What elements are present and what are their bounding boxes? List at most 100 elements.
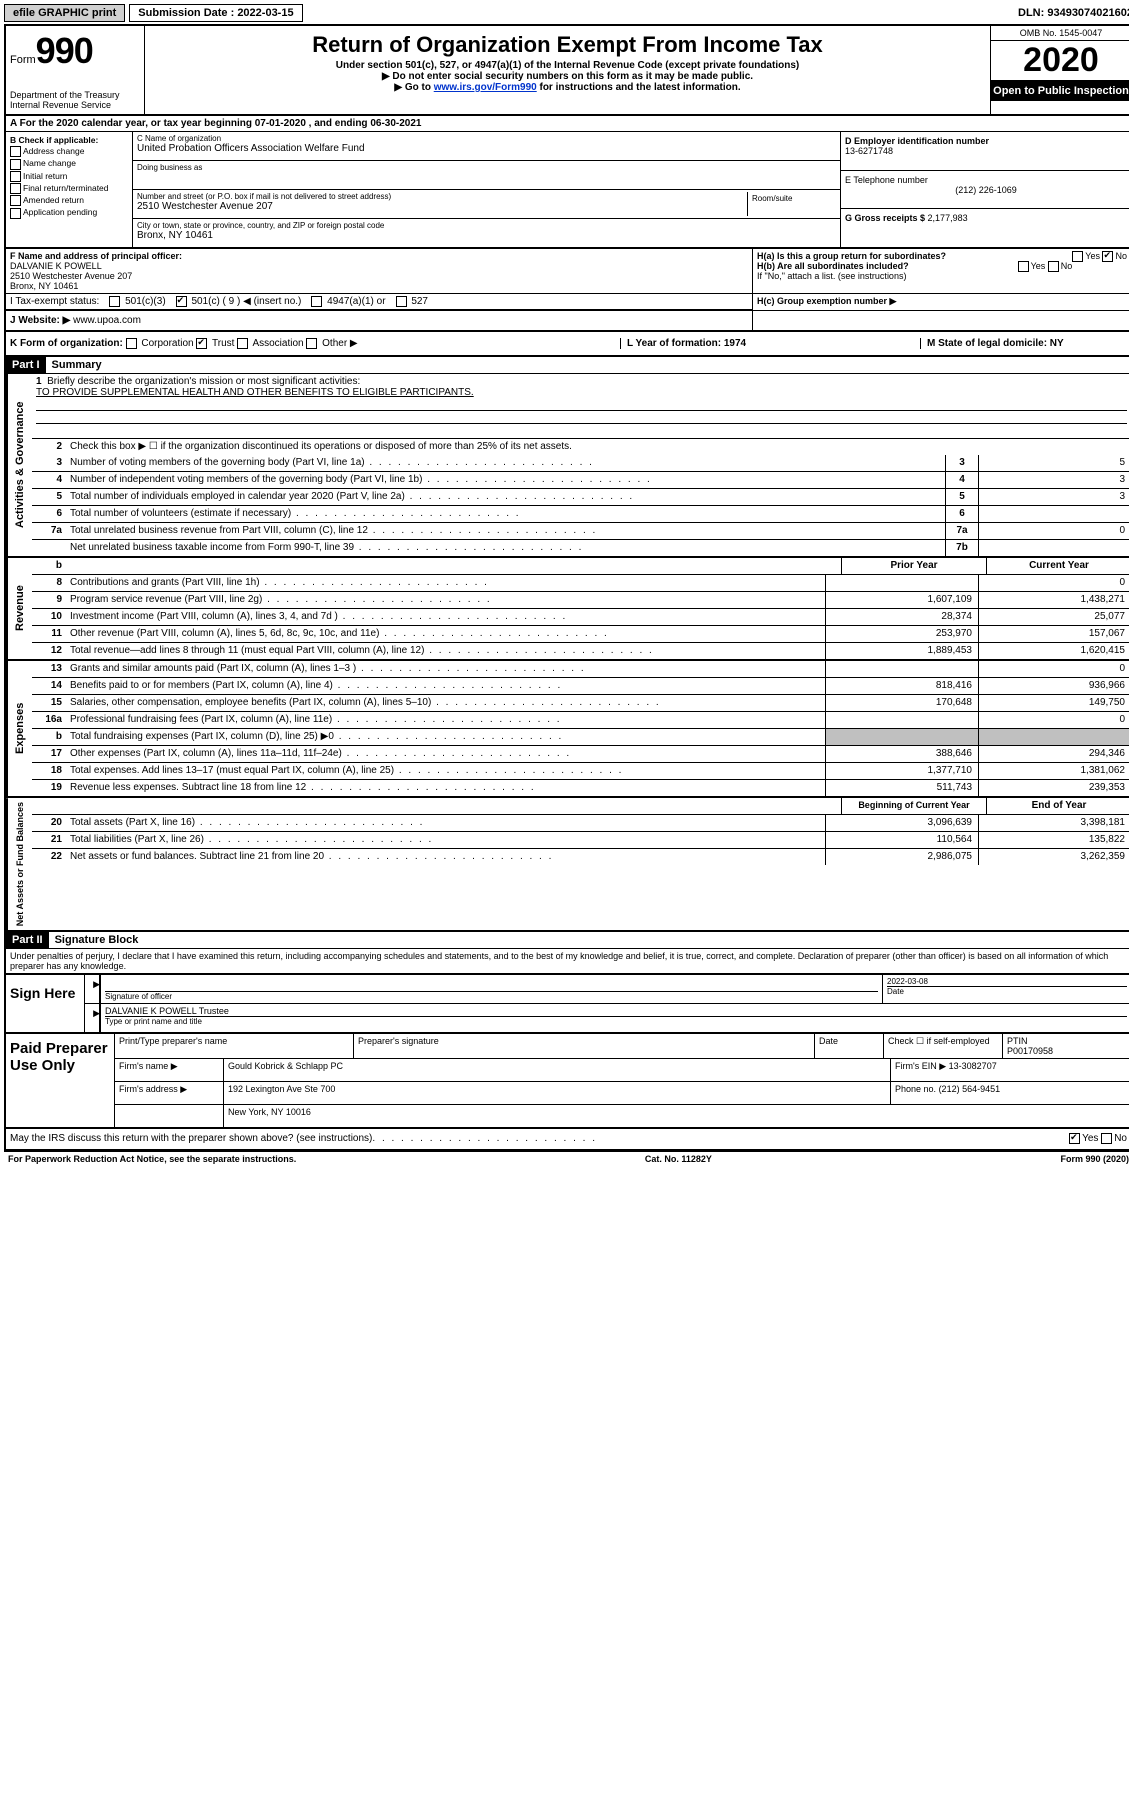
table-row: 15Salaries, other compensation, employee… — [32, 695, 1129, 712]
table-row: 8Contributions and grants (Part VIII, li… — [32, 575, 1129, 592]
gov-line: 5Total number of individuals employed in… — [32, 489, 1129, 506]
side-revenue: Revenue — [6, 558, 32, 659]
ein-field: D Employer identification number 13-6271… — [841, 132, 1129, 171]
revenue-section: Revenue b Prior Year Current Year 8Contr… — [6, 558, 1129, 661]
ha-no[interactable] — [1102, 251, 1113, 262]
table-row: 12Total revenue—add lines 8 through 11 (… — [32, 643, 1129, 659]
street-row: Number and street (or P.O. box if mail i… — [133, 190, 840, 219]
cb-assoc[interactable] — [237, 338, 248, 349]
table-row: 20Total assets (Part X, line 16)3,096,63… — [32, 815, 1129, 832]
form-number: 990 — [36, 30, 93, 71]
table-row: 17Other expenses (Part IX, column (A), l… — [32, 746, 1129, 763]
cb-pending[interactable] — [10, 208, 21, 219]
form-ref: Form 990 (2020) — [1060, 1154, 1129, 1164]
cb-501c[interactable] — [176, 296, 187, 307]
mission-block: 1 Briefly describe the organization's mi… — [32, 374, 1129, 439]
discuss-no[interactable] — [1101, 1133, 1112, 1144]
info-grid: B Check if applicable: Address change Na… — [6, 132, 1129, 249]
hc-cell: H(c) Group exemption number ▶ — [753, 294, 1129, 310]
table-row: 13Grants and similar amounts paid (Part … — [32, 661, 1129, 678]
officer-h-row: F Name and address of principal officer:… — [6, 249, 1129, 294]
table-row: 9Program service revenue (Part VIII, lin… — [32, 592, 1129, 609]
cb-4947[interactable] — [311, 296, 322, 307]
form-id-cell: Form990 Department of the Treasury Inter… — [6, 26, 145, 114]
part2-header: Part II Signature Block — [6, 932, 1129, 949]
i-label: I Tax-exempt status: — [10, 296, 99, 307]
table-row: 22Net assets or fund balances. Subtract … — [32, 849, 1129, 865]
subtitle-1: Under section 501(c), 527, or 4947(a)(1)… — [149, 60, 986, 71]
open-inspection: Open to Public Inspection — [991, 81, 1129, 101]
hb-yes[interactable] — [1018, 261, 1029, 272]
col-b-checkboxes: B Check if applicable: Address change Na… — [6, 132, 133, 247]
table-row: 21Total liabilities (Part X, line 26)110… — [32, 832, 1129, 849]
cb-initial-return[interactable] — [10, 171, 21, 182]
cb-corp[interactable] — [126, 338, 137, 349]
paid-label: Paid Preparer Use Only — [6, 1034, 115, 1127]
subtitle-2: ▶ Do not enter social security numbers o… — [149, 71, 986, 82]
dept-treasury: Department of the Treasury Internal Reve… — [10, 90, 140, 110]
form-header: Form990 Department of the Treasury Inter… — [6, 26, 1129, 116]
sign-section: Sign Here Signature of officer 2022-03-0… — [6, 975, 1129, 1034]
gov-line: 6Total number of volunteers (estimate if… — [32, 506, 1129, 523]
website-row: J Website: ▶ www.upoa.com — [6, 311, 1129, 332]
table-row: bTotal fundraising expenses (Part IX, co… — [32, 729, 1129, 746]
perjury-text: Under penalties of perjury, I declare th… — [6, 949, 1129, 975]
table-row: 14Benefits paid to or for members (Part … — [32, 678, 1129, 695]
ha-yes[interactable] — [1072, 251, 1083, 262]
row-a-tax-year: A For the 2020 calendar year, or tax yea… — [6, 116, 1129, 132]
cb-trust[interactable] — [196, 338, 207, 349]
paperwork-notice: For Paperwork Reduction Act Notice, see … — [8, 1154, 296, 1164]
right-header: OMB No. 1545-0047 2020 Open to Public In… — [990, 26, 1129, 114]
subtitle-3: ▶ Go to www.irs.gov/Form990 for instruct… — [149, 82, 986, 93]
cb-527[interactable] — [396, 296, 407, 307]
discuss-row: May the IRS discuss this return with the… — [6, 1129, 1129, 1149]
net-assets-section: Net Assets or Fund Balances Beginning of… — [6, 798, 1129, 932]
org-name-field: C Name of organization United Probation … — [133, 132, 840, 161]
activities-governance: Activities & Governance 1 Briefly descri… — [6, 374, 1129, 558]
submission-date: Submission Date : 2022-03-15 — [129, 4, 302, 22]
col-d-right: D Employer identification number 13-6271… — [840, 132, 1129, 247]
table-row: 10Investment income (Part VIII, column (… — [32, 609, 1129, 626]
tax-exempt-row: I Tax-exempt status: 501(c)(3) 501(c) ( … — [6, 294, 1129, 311]
h-cell: H(a) Is this a group return for subordin… — [753, 249, 1129, 293]
top-bar: efile GRAPHIC print Submission Date : 20… — [4, 4, 1129, 22]
footer: For Paperwork Reduction Act Notice, see … — [4, 1152, 1129, 1166]
form-title: Return of Organization Exempt From Incom… — [149, 32, 986, 58]
gov-line: 7aTotal unrelated business revenue from … — [32, 523, 1129, 540]
expenses-section: Expenses 13Grants and similar amounts pa… — [6, 661, 1129, 798]
officer-cell: F Name and address of principal officer:… — [6, 249, 753, 293]
cb-address-change[interactable] — [10, 146, 21, 157]
cb-amended[interactable] — [10, 195, 21, 206]
gov-line: 3Number of voting members of the governi… — [32, 455, 1129, 472]
discuss-yes[interactable] — [1069, 1133, 1080, 1144]
part1-header: Part I Summary — [6, 357, 1129, 374]
form-word: Form — [10, 54, 36, 66]
side-expenses: Expenses — [6, 661, 32, 796]
gross-receipts: G Gross receipts $ 2,177,983 — [841, 209, 1129, 247]
title-cell: Return of Organization Exempt From Incom… — [145, 26, 990, 114]
cb-final-return[interactable] — [10, 183, 21, 194]
dba-field: Doing business as — [133, 161, 840, 190]
side-netassets: Net Assets or Fund Balances — [6, 798, 32, 930]
cat-no: Cat. No. 11282Y — [645, 1154, 712, 1164]
j-label: J Website: ▶ — [10, 315, 70, 326]
table-row: 11Other revenue (Part VIII, column (A), … — [32, 626, 1129, 643]
instructions-link[interactable]: www.irs.gov/Form990 — [434, 82, 537, 93]
cb-other[interactable] — [306, 338, 317, 349]
form-container: Form990 Department of the Treasury Inter… — [4, 24, 1129, 1152]
phone-field: E Telephone number (212) 226-1069 — [841, 171, 1129, 210]
cb-name-change[interactable] — [10, 159, 21, 170]
netassets-header: Beginning of Current Year End of Year — [32, 798, 1129, 815]
col-c-org-info: C Name of organization United Probation … — [133, 132, 840, 247]
gov-line: 4Number of independent voting members of… — [32, 472, 1129, 489]
gov-line: Net unrelated business taxable income fr… — [32, 540, 1129, 556]
hb-no[interactable] — [1048, 261, 1059, 272]
k-row: K Form of organization: Corporation Trus… — [6, 332, 1129, 357]
side-governance: Activities & Governance — [6, 374, 32, 556]
col-b-label: B Check if applicable: — [10, 135, 128, 145]
table-row: 18Total expenses. Add lines 13–17 (must … — [32, 763, 1129, 780]
city-field: City or town, state or province, country… — [133, 219, 840, 247]
tax-year: 2020 — [991, 41, 1129, 81]
cb-501c3[interactable] — [109, 296, 120, 307]
efile-button[interactable]: efile GRAPHIC print — [4, 4, 125, 22]
